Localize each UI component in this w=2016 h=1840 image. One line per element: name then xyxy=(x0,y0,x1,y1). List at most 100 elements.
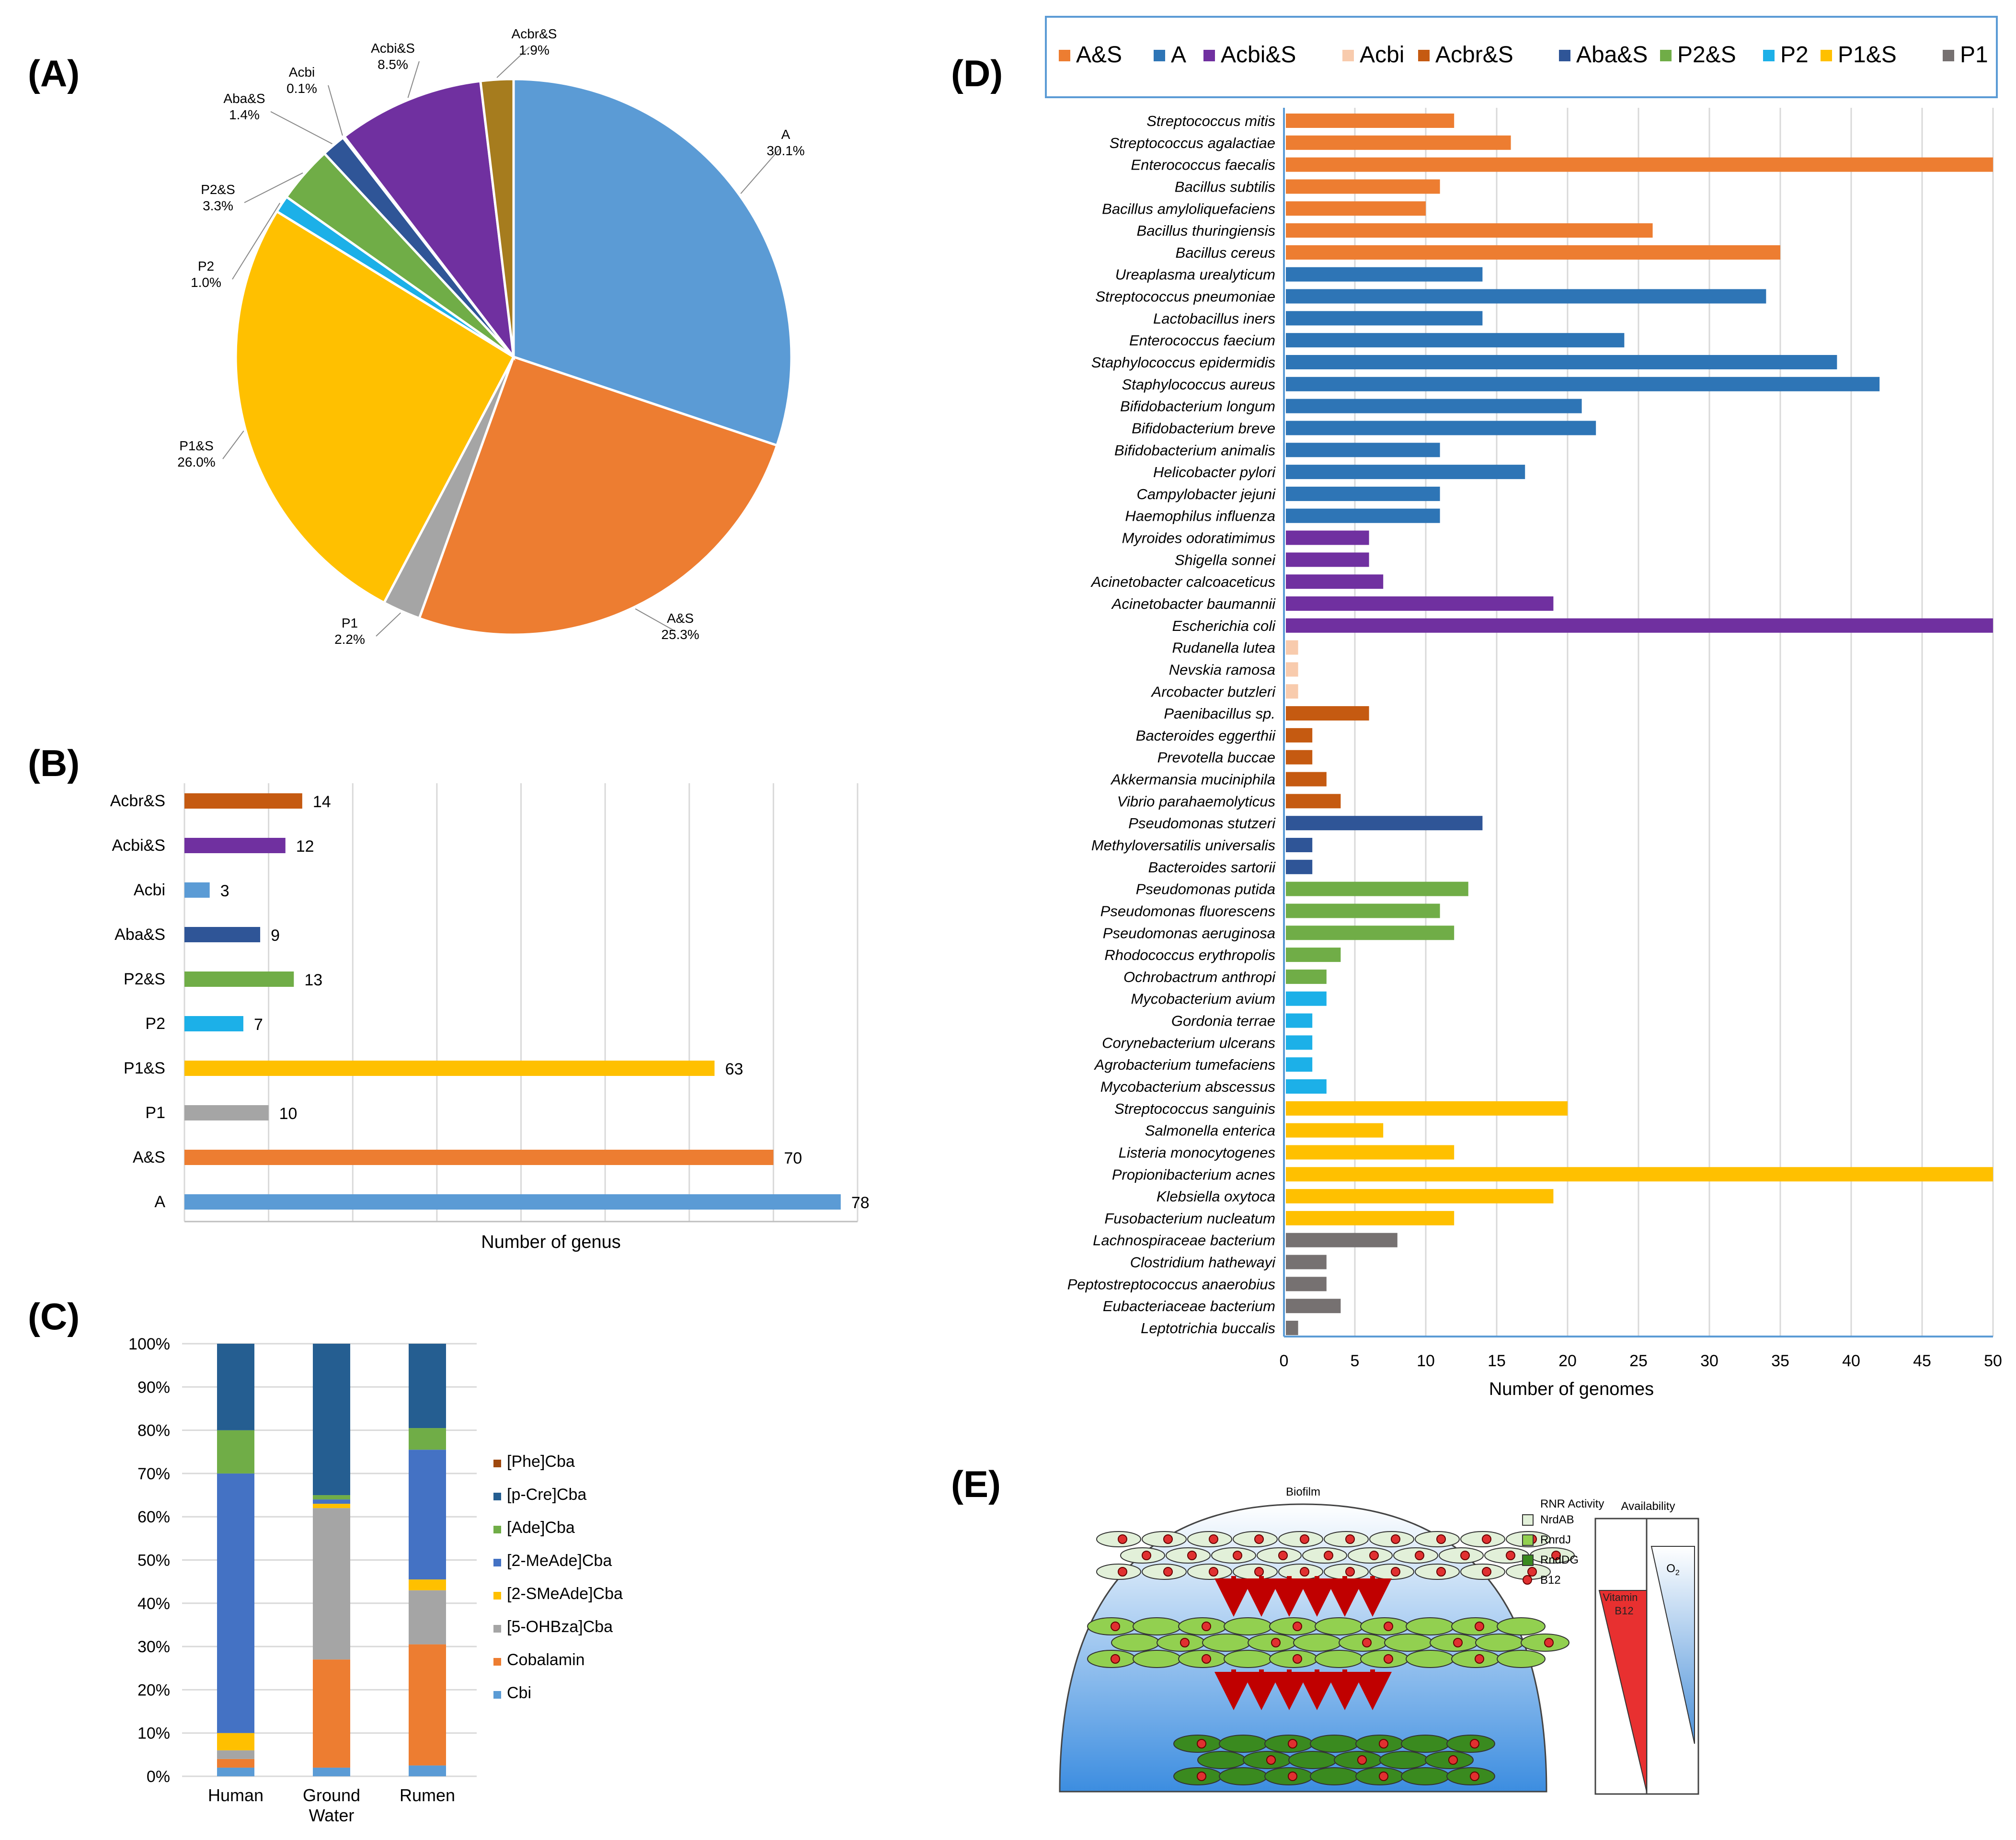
bar xyxy=(1286,1079,1327,1094)
bar xyxy=(1286,508,1440,523)
pie-leader-line xyxy=(740,147,781,194)
bar xyxy=(1286,662,1298,677)
legend-swatch xyxy=(1821,50,1832,61)
bar xyxy=(184,793,302,809)
species-label: Bifidobacterium animalis xyxy=(1114,442,1275,458)
panel-letter-a: (A) xyxy=(28,52,80,94)
species-label: Pseudomonas putida xyxy=(1136,881,1275,898)
legend-label: [Ade]Cba xyxy=(507,1519,575,1537)
species-label: Gordonia terrae xyxy=(1171,1013,1275,1029)
bar xyxy=(1286,794,1341,809)
category-label: A xyxy=(154,1193,165,1211)
x-tick-label: 35 xyxy=(1771,1352,1789,1370)
y-tick-label: 30% xyxy=(137,1638,170,1656)
bar xyxy=(1286,245,1780,260)
pie-pct: 3.3% xyxy=(203,198,233,213)
vitamin-label-1: Vitamin xyxy=(1603,1591,1638,1603)
bar xyxy=(1286,311,1483,326)
legend-label: Aba&S xyxy=(1576,42,1648,68)
species-label: Agrobacterium tumefaciens xyxy=(1094,1056,1275,1073)
species-label: Bacillus cereus xyxy=(1176,244,1275,261)
biofilm-cell xyxy=(1111,1634,1160,1652)
category-label: Aba&S xyxy=(115,926,165,944)
b12-dot xyxy=(1187,1551,1197,1560)
species-label: Klebsiella oxytoca xyxy=(1157,1188,1275,1205)
stack-segment xyxy=(409,1765,446,1776)
data-label: 7 xyxy=(254,1016,263,1034)
legend-swatch xyxy=(1559,50,1570,61)
stack-segment xyxy=(313,1504,350,1509)
biofilm-cell xyxy=(1315,1650,1363,1668)
species-label: Propionibacterium acnes xyxy=(1112,1166,1275,1183)
species-label: Bacteroides eggerthii xyxy=(1136,727,1276,744)
b12-dot xyxy=(1475,1622,1484,1631)
stack-segment xyxy=(217,1767,254,1776)
species-label: Staphylococcus epidermidis xyxy=(1091,354,1275,371)
biofilm-cell xyxy=(1379,1751,1428,1769)
bar xyxy=(184,1061,715,1076)
bar xyxy=(184,927,261,942)
legend-label: P2&S xyxy=(1677,42,1736,68)
x-tick-label: 25 xyxy=(1629,1352,1648,1370)
biofilm-cell xyxy=(1497,1617,1546,1635)
x-category-label: Rumen xyxy=(400,1785,455,1805)
b12-dot xyxy=(1357,1755,1367,1765)
bar xyxy=(1286,969,1327,984)
stack-segment xyxy=(217,1473,254,1733)
availability-title: Availability xyxy=(1621,1500,1675,1513)
x-tick-label: 40 xyxy=(1842,1352,1860,1370)
pie-leader-line xyxy=(328,85,343,136)
b12-dot xyxy=(1527,1567,1537,1577)
pie-label: Aba&S xyxy=(223,91,265,106)
biofilm-cell xyxy=(1401,1767,1450,1785)
y-tick-label: 60% xyxy=(137,1508,170,1526)
category-label: A&S xyxy=(133,1148,165,1166)
pie-label: A&S xyxy=(667,611,694,626)
legend-swatch xyxy=(493,1658,501,1666)
pie-label: P2&S xyxy=(201,182,235,197)
legend-swatch xyxy=(1059,50,1070,61)
x-category-label: Human xyxy=(208,1785,263,1805)
x-category-label: Ground xyxy=(303,1785,360,1805)
bar xyxy=(1286,465,1525,480)
y-tick-label: 40% xyxy=(137,1595,170,1613)
b12-dot xyxy=(1362,1638,1372,1647)
pie-label: Acbi&S xyxy=(371,41,415,56)
species-label: Rhodococcus erythropolis xyxy=(1104,947,1275,963)
legend-swatch xyxy=(493,1493,501,1500)
species-label: Bacteroides sartorii xyxy=(1148,859,1276,876)
species-label: Streptococcus mitis xyxy=(1146,113,1275,129)
pie-pct: 0.1% xyxy=(286,81,317,96)
bar xyxy=(1286,1013,1313,1028)
data-label: 10 xyxy=(279,1105,298,1123)
stack-segment xyxy=(409,1428,446,1450)
bar xyxy=(1286,333,1625,348)
legend-label: Cobalamin xyxy=(507,1651,585,1669)
pie-pct: 1.9% xyxy=(519,43,550,57)
species-label: Akkermansia muciniphila xyxy=(1110,771,1275,788)
species-label: Enterococcus faecium xyxy=(1129,332,1275,349)
o2-label: O2 xyxy=(1666,1562,1680,1577)
species-label: Helicobacter pylori xyxy=(1153,464,1276,480)
pie-leader-line xyxy=(407,61,420,98)
stack-segment xyxy=(217,1344,254,1430)
b12-dot xyxy=(1345,1534,1355,1544)
species-label: Salmonella enterica xyxy=(1145,1122,1275,1139)
x-tick-label: 0 xyxy=(1280,1352,1289,1370)
stack-segment xyxy=(409,1344,446,1429)
bar xyxy=(1286,772,1327,787)
b12-dot xyxy=(1460,1551,1470,1560)
species-label: Lactobacillus iners xyxy=(1153,310,1275,327)
legend-swatch xyxy=(493,1559,501,1566)
bar xyxy=(1286,486,1440,501)
stack-segment xyxy=(217,1750,254,1759)
rnr-legend: NrdAB RnrdJ RndDG B12 xyxy=(1522,1513,1579,1587)
bar xyxy=(1286,114,1455,128)
bar xyxy=(184,1194,841,1210)
pie-label: P1 xyxy=(342,616,358,630)
legend-label: B12 xyxy=(1540,1574,1561,1587)
x-tick-label: 45 xyxy=(1913,1352,1931,1370)
legend-swatch xyxy=(1943,50,1954,61)
panel-c-stacked-bar-chart: 0% 10% 20% 30% 40% 50% 60% 70% 80% 90% 100% Human Gr… xyxy=(128,1335,623,1825)
species-label: Mycobacterium avium xyxy=(1131,991,1275,1007)
